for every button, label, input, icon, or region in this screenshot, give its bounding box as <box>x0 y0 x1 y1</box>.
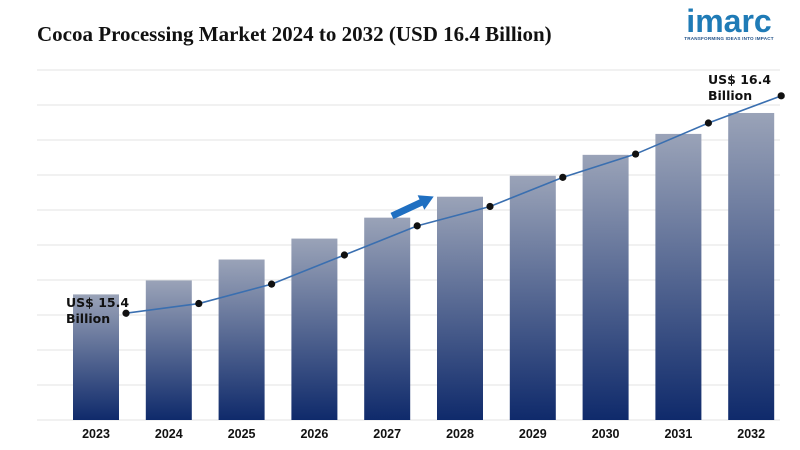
trend-point-2023 <box>122 309 130 317</box>
trend-point-2032 <box>777 92 785 100</box>
bar-2023 <box>73 294 119 420</box>
bar-2025 <box>218 259 265 420</box>
value-callout-2032: Billion <box>708 88 752 103</box>
x-tick-label: 2026 <box>300 427 328 441</box>
trend-line <box>125 95 782 315</box>
x-tick-label: 2023 <box>82 427 110 441</box>
trend-arrow-icon <box>390 195 434 220</box>
trend-point-2026 <box>340 251 348 259</box>
bar-2028 <box>437 196 483 420</box>
trend-point-2024 <box>195 299 203 308</box>
x-tick-label: 2029 <box>519 427 547 441</box>
trend-point-2029 <box>559 173 567 181</box>
x-tick-label: 2030 <box>592 427 620 441</box>
trend-point-2028 <box>486 202 494 211</box>
bar-2029 <box>509 175 556 420</box>
bar-2030 <box>582 154 629 420</box>
trend-point-2027 <box>413 222 421 230</box>
value-callout-2023: Billion <box>66 311 110 326</box>
bar-2026 <box>291 238 338 420</box>
x-tick-label: 2028 <box>446 427 474 441</box>
logo-tagline: TRANSFORMING IDEAS INTO IMPACT <box>684 36 774 41</box>
trend-point-2031 <box>704 119 713 127</box>
trend-point-2030 <box>632 150 640 158</box>
value-callout-2023: US$ 15.4 <box>66 295 129 310</box>
x-tick-label: 2024 <box>155 427 183 441</box>
imarc-logo: imarc TRANSFORMING IDEAS INTO IMPACT <box>683 3 775 50</box>
bar-2031 <box>655 133 702 420</box>
x-tick-label: 2027 <box>373 427 401 441</box>
bar-2024 <box>145 280 192 420</box>
bar-2027 <box>364 217 411 420</box>
value-callout-2032: US$ 16.4 <box>708 72 771 87</box>
x-tick-label: 2025 <box>228 427 256 441</box>
logo-wordmark: imarc <box>686 3 772 39</box>
trend-point-2025 <box>268 280 276 288</box>
chart-title: Cocoa Processing Market 2024 to 2032 (US… <box>37 22 552 46</box>
x-tick-label: 2031 <box>664 427 692 441</box>
x-tick-label: 2032 <box>737 427 765 441</box>
bar-2032 <box>728 112 775 420</box>
